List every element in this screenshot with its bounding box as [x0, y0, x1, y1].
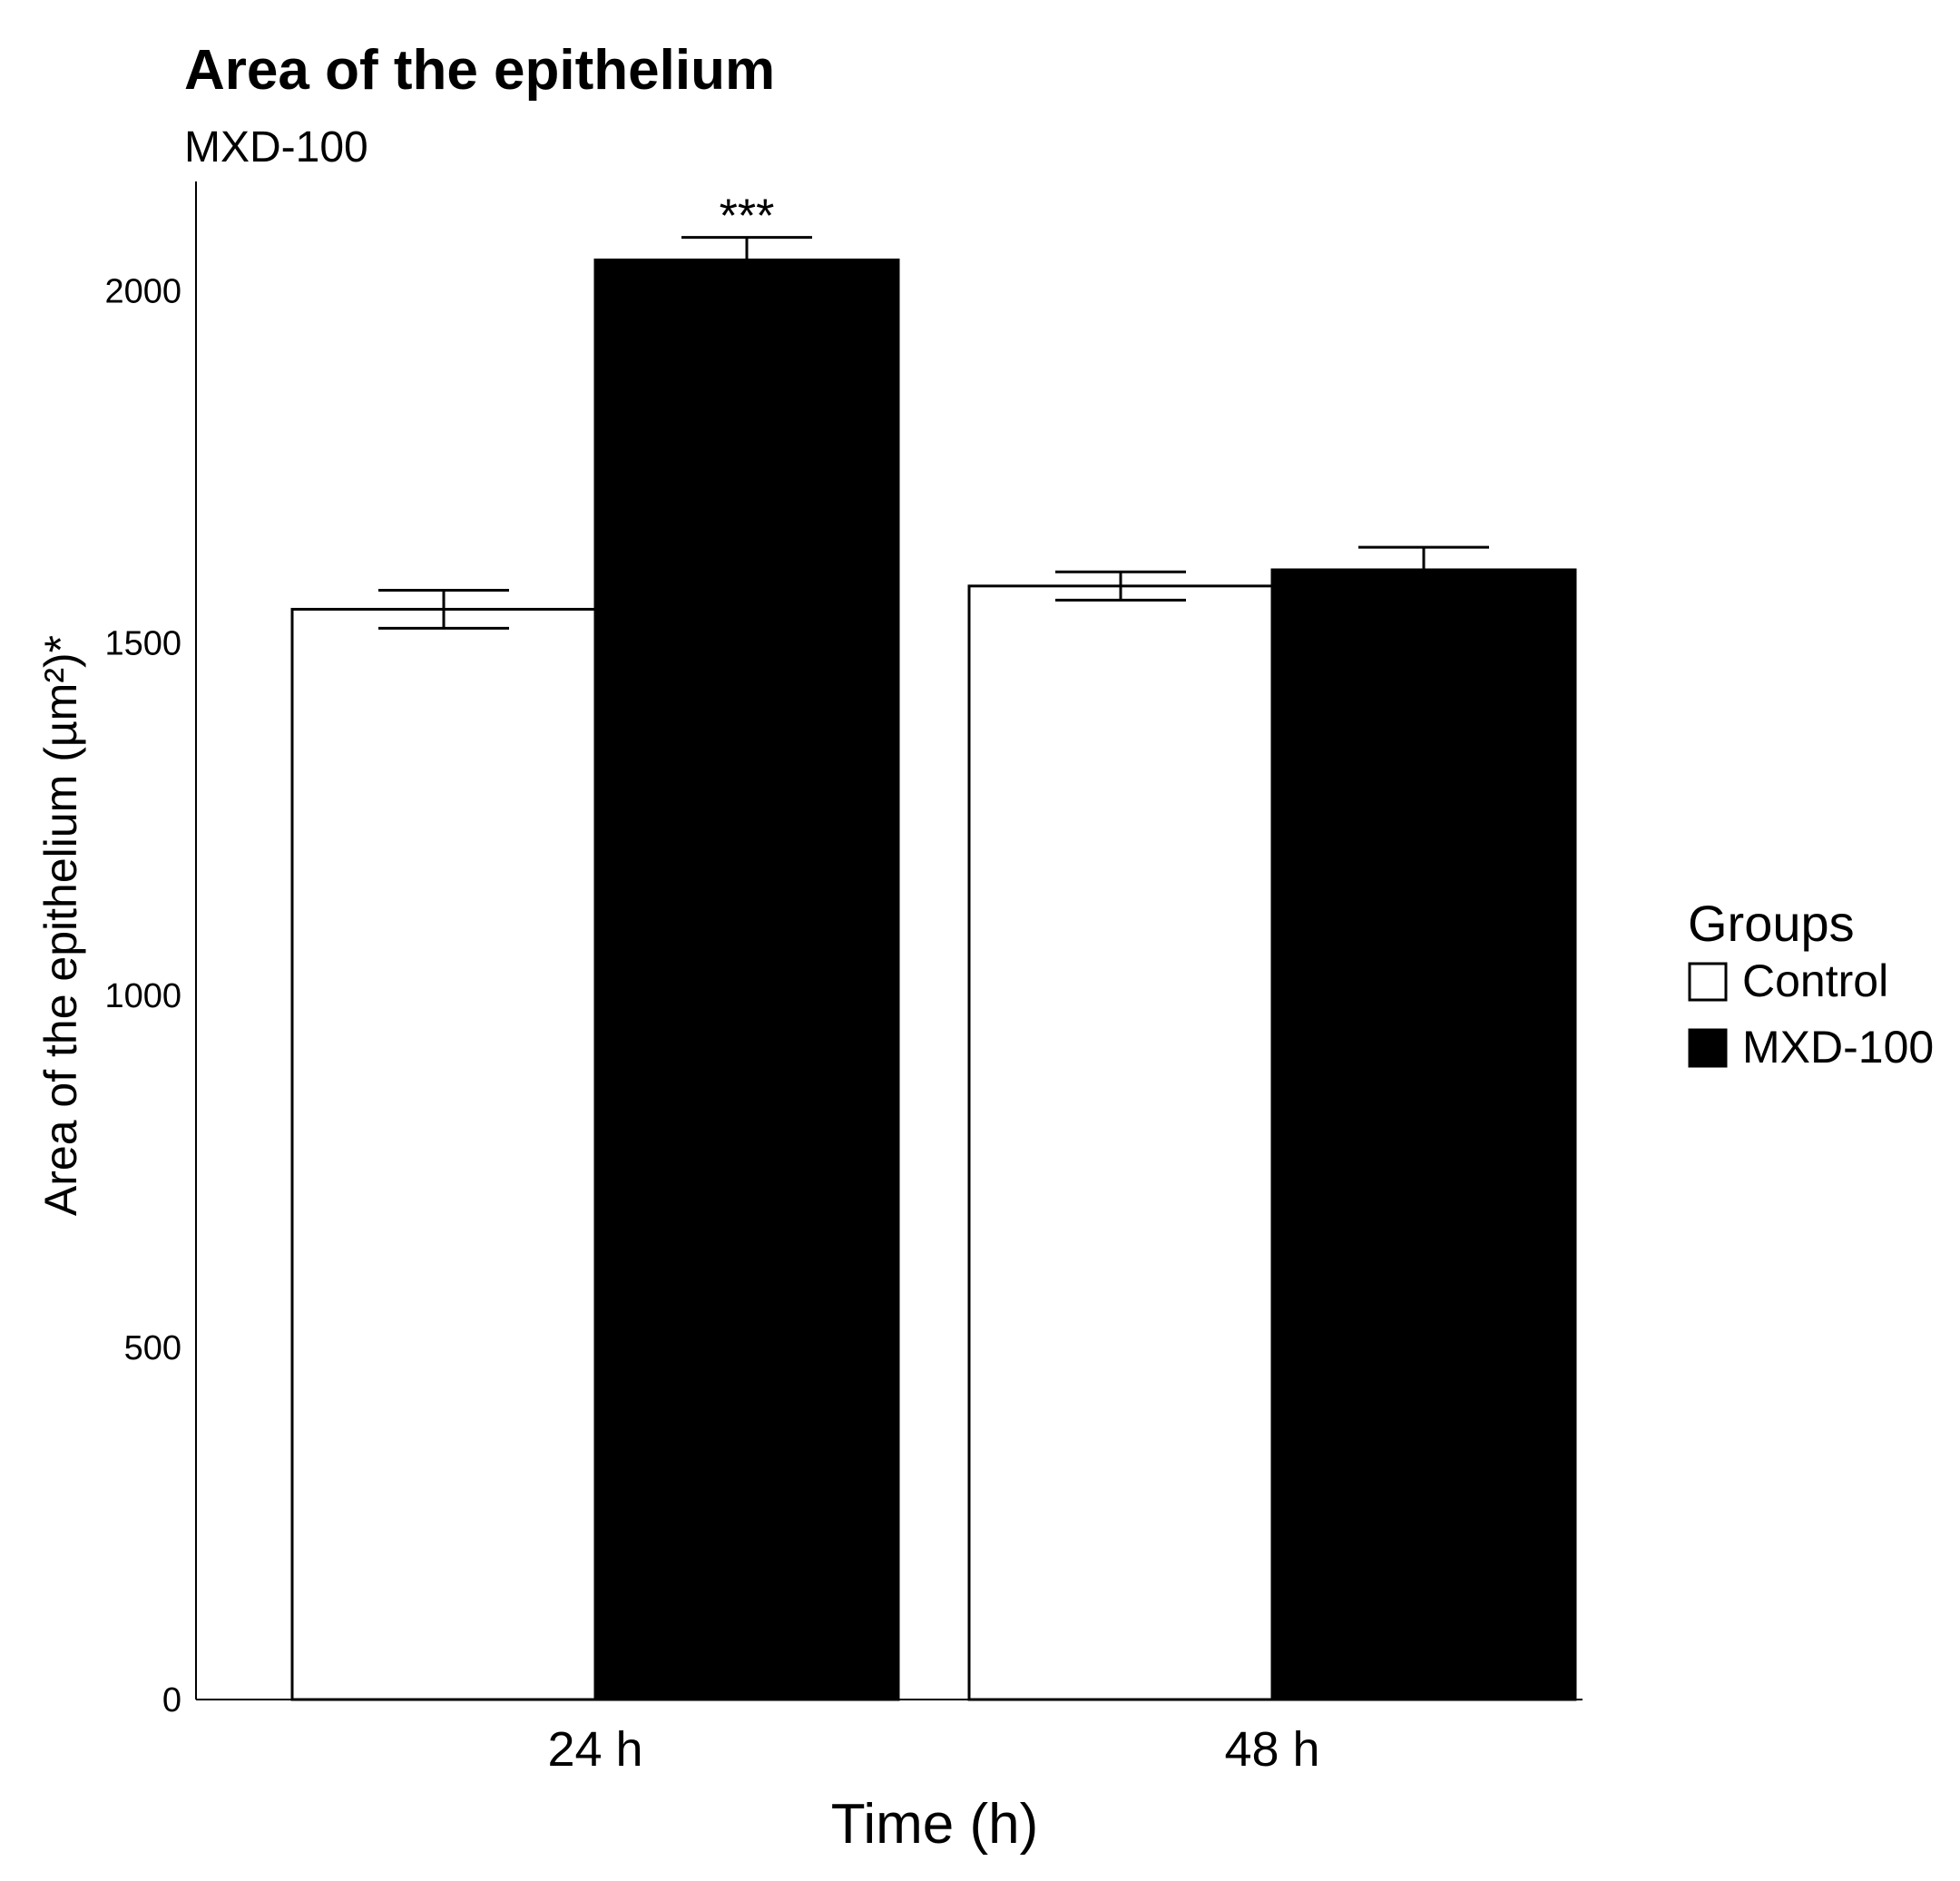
legend-swatch-control — [1688, 962, 1728, 1002]
legend: Groups Control MXD-100 — [1688, 895, 1934, 1073]
x-tick-label: 24 h — [547, 1722, 642, 1777]
error-bar — [681, 236, 812, 284]
y-tick-label: 1500 — [104, 625, 181, 663]
y-tick-label: 2000 — [104, 273, 181, 311]
error-bar — [1055, 570, 1186, 602]
y-tick-label: 0 — [162, 1681, 181, 1719]
significance-annotation: *** — [720, 191, 775, 243]
error-bar — [1358, 545, 1489, 594]
bar-mxd-100-24-h — [593, 258, 900, 1701]
legend-label-control: Control — [1742, 955, 1888, 1006]
y-axis-title: Area of the epithelium (µm²)* — [35, 635, 86, 1216]
x-axis-ticks: 24 h 48 h — [547, 1722, 1319, 1777]
bar-control-24-h — [290, 607, 597, 1701]
plot-area: *** — [290, 191, 1577, 1701]
y-axis-ticks: 0 500 1000 1500 2000 — [104, 273, 181, 1719]
y-tick-label: 500 — [124, 1329, 181, 1367]
legend-label-mxd-100: MXD-100 — [1742, 1022, 1934, 1073]
chart-title: Area of the epithelium — [184, 39, 775, 102]
legend-swatch-mxd-100 — [1688, 1028, 1728, 1068]
x-tick-label: 48 h — [1224, 1722, 1319, 1777]
bar-control-48-h — [967, 584, 1274, 1701]
error-bar — [378, 588, 509, 630]
x-axis-title: Time (h) — [831, 1793, 1038, 1856]
legend-title: Groups — [1688, 895, 1855, 952]
bar-mxd-100-48-h — [1270, 568, 1577, 1701]
y-tick-label: 1000 — [104, 977, 181, 1015]
chart-subtitle: MXD-100 — [184, 123, 368, 171]
